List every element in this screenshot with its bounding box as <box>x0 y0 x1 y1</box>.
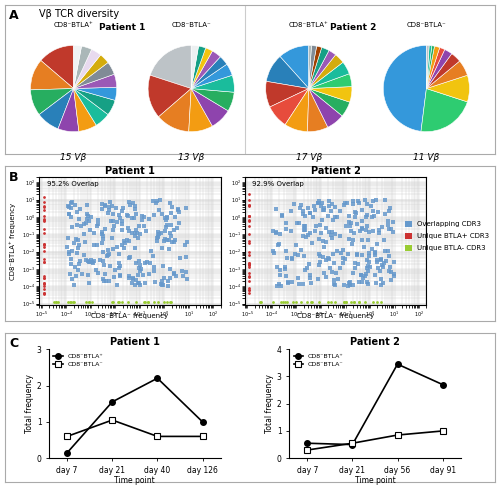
Text: CD8⁻BTLA⁻ frequency: CD8⁻BTLA⁻ frequency <box>297 313 374 319</box>
Text: CD8⁻BTLA⁺ frequency: CD8⁻BTLA⁺ frequency <box>9 203 16 280</box>
Text: C: C <box>9 337 18 350</box>
Text: CD8⁻BTLA⁺: CD8⁻BTLA⁺ <box>289 22 329 28</box>
Text: 17 Vβ: 17 Vβ <box>296 153 322 162</box>
Text: 11 Vβ: 11 Vβ <box>414 153 440 162</box>
Text: CD8⁻BTLA⁻: CD8⁻BTLA⁻ <box>406 22 447 28</box>
Text: Patient 1: Patient 1 <box>100 23 146 32</box>
Legend: Overlapping CDR3, Unique BTLA+ CDR3, Unique BTLA- CDR3: Overlapping CDR3, Unique BTLA+ CDR3, Uni… <box>402 219 492 253</box>
Text: CD8⁻BTLA⁻ frequency: CD8⁻BTLA⁻ frequency <box>92 313 168 319</box>
Text: CD8⁻BTLA⁻: CD8⁻BTLA⁻ <box>172 22 211 28</box>
Text: Time point: Time point <box>354 476 396 485</box>
Text: A: A <box>9 9 18 22</box>
Text: Patient 2: Patient 2 <box>330 23 376 32</box>
Text: Time point: Time point <box>114 476 155 485</box>
Text: Vβ TCR diversity: Vβ TCR diversity <box>40 9 119 19</box>
Text: CD8⁻BTLA⁺ frequency: CD8⁻BTLA⁺ frequency <box>215 203 222 280</box>
Text: 13 Vβ: 13 Vβ <box>178 153 204 162</box>
Text: 15 Vβ: 15 Vβ <box>60 153 86 162</box>
Text: CD8⁻BTLA⁺: CD8⁻BTLA⁺ <box>54 22 94 28</box>
Text: B: B <box>9 171 18 184</box>
